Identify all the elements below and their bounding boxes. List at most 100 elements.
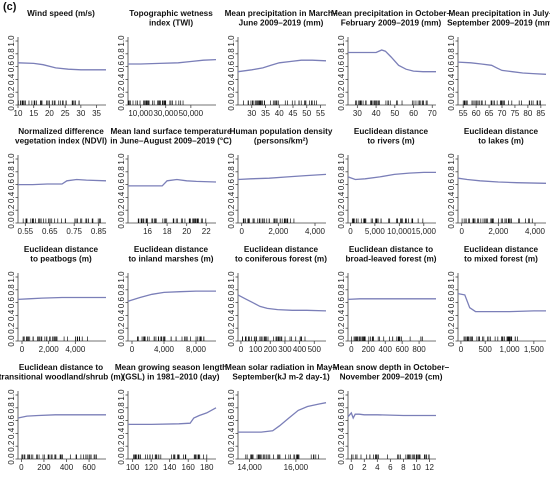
y-tick-label: 0.8 xyxy=(337,166,346,178)
x-tick-label: 50,000 xyxy=(179,109,204,118)
y-tick-label: 0.2 xyxy=(337,440,346,452)
y-tick-label: 1.0 xyxy=(227,389,236,401)
y-tick-label: 0.0 xyxy=(117,217,126,229)
subplot-title: Euclidean distance xyxy=(464,127,539,136)
y-tick-label: 1.0 xyxy=(117,271,126,283)
subplot-title: Mean precipitation in October– xyxy=(331,9,452,18)
subplot-title: Mean snow depth in October– xyxy=(333,363,450,372)
y-tick-label: 1.0 xyxy=(227,153,236,165)
y-tick-label: 0.6 xyxy=(7,178,16,190)
subplot-title: Human population density xyxy=(230,127,333,136)
subplot-3: Mean precipitation in March–June 2009–20… xyxy=(225,9,338,118)
y-tick-label: 0.4 xyxy=(117,427,126,439)
x-tick-label: 30 xyxy=(247,109,256,118)
y-tick-label: 0.6 xyxy=(7,60,16,72)
subplot-title: Euclidean distance xyxy=(244,245,319,254)
x-tick-label: 55 xyxy=(316,109,325,118)
x-tick-label: 20 xyxy=(45,109,54,118)
y-tick-label: 0.8 xyxy=(7,402,16,414)
response-curve xyxy=(348,49,436,73)
y-tick-label: 0.0 xyxy=(7,453,16,465)
x-tick-label: 8 xyxy=(401,463,406,472)
y-tick-label: 0.6 xyxy=(117,60,126,72)
subplot-title: Mean precipitation in July– xyxy=(448,9,550,18)
subplot-title: Wind speed (m/s) xyxy=(27,9,95,18)
y-tick-label: 0.0 xyxy=(227,99,236,111)
x-tick-label: 0 xyxy=(239,345,244,354)
y-tick-label: 0.8 xyxy=(447,48,456,60)
y-tick-label: 0.6 xyxy=(227,60,236,72)
response-curve xyxy=(128,58,217,65)
y-tick-label: 0.6 xyxy=(447,178,456,190)
x-tick-label: 0.85 xyxy=(91,227,107,236)
x-tick-label: 80 xyxy=(523,109,532,118)
subplot-title: to lakes (m) xyxy=(478,137,524,146)
subplot-title: November 2009–2019 (cm) xyxy=(340,373,443,382)
x-tick-label: 55 xyxy=(459,109,468,118)
y-tick-label: 1.0 xyxy=(447,271,456,283)
subplot-1: Wind speed (m/s) 0.00.20.40.60.81.0 10 15 20… xyxy=(7,9,106,118)
x-tick-label: 400 xyxy=(379,345,393,354)
x-tick-label: 45 xyxy=(289,109,298,118)
x-tick-label: 2 xyxy=(362,463,367,472)
response-curve xyxy=(457,177,547,184)
y-tick-label: 0.0 xyxy=(337,335,346,347)
subplot-title: June 2009–2019 (mm) xyxy=(239,19,324,28)
y-tick-label: 0.4 xyxy=(337,427,346,439)
y-tick-label: 1.0 xyxy=(7,271,16,283)
y-tick-label: 0.0 xyxy=(447,335,456,347)
x-tick-label: 10 xyxy=(14,109,23,118)
subplot-title: to mixed forest (m) xyxy=(464,255,538,264)
subplot-title: Mean solar radiation in May– xyxy=(225,363,337,372)
y-tick-label: 0.2 xyxy=(7,86,16,98)
response-curve xyxy=(128,178,217,187)
y-tick-label: 0.2 xyxy=(227,322,236,334)
y-tick-label: 1.0 xyxy=(117,35,126,47)
y-tick-label: 0.2 xyxy=(227,204,236,216)
subplot-title: broad-leaved forest (m) xyxy=(346,255,437,264)
subplot-18: Mean solar radiation in May–September(kJ… xyxy=(225,363,337,472)
y-tick-label: 0.2 xyxy=(227,440,236,452)
x-tick-label: 300 xyxy=(278,345,292,354)
subplot-title: (persons/km²) xyxy=(254,137,308,146)
x-tick-label: 85 xyxy=(536,109,545,118)
y-tick-label: 0.2 xyxy=(7,204,16,216)
x-tick-label: 10,000 xyxy=(387,227,412,236)
y-tick-label: 0.4 xyxy=(447,191,456,203)
y-tick-label: 0.6 xyxy=(117,414,126,426)
y-tick-label: 0.2 xyxy=(447,322,456,334)
y-tick-label: 0.6 xyxy=(337,60,346,72)
subplot-title: Euclidean distance to xyxy=(349,245,433,254)
y-tick-label: 0.4 xyxy=(7,309,16,321)
y-tick-label: 1.0 xyxy=(337,35,346,47)
x-tick-label: 30 xyxy=(353,109,362,118)
x-tick-label: 70 xyxy=(498,109,507,118)
y-tick-label: 0.0 xyxy=(227,217,236,229)
y-tick-label: 0.0 xyxy=(227,453,236,465)
x-tick-label: 4,000 xyxy=(525,227,546,236)
y-tick-label: 0.8 xyxy=(117,166,126,178)
subplot-title: Topographic wetness xyxy=(129,9,213,18)
x-tick-label: 0 xyxy=(20,345,25,354)
x-tick-label: 8,000 xyxy=(186,345,207,354)
y-tick-label: 0.2 xyxy=(117,86,126,98)
x-tick-label: 0 xyxy=(130,345,135,354)
y-tick-label: 0.0 xyxy=(117,99,126,111)
y-tick-label: 0.8 xyxy=(337,284,346,296)
x-tick-label: 180 xyxy=(200,463,214,472)
x-tick-label: 70 xyxy=(428,109,437,118)
y-tick-label: 1.0 xyxy=(7,153,16,165)
x-tick-label: 4 xyxy=(375,463,380,472)
x-tick-label: 200 xyxy=(37,463,51,472)
y-tick-label: 0.4 xyxy=(7,73,16,85)
panel-label: (c) xyxy=(3,1,17,13)
x-tick-label: 600 xyxy=(395,345,409,354)
subplot-title: to inland marshes (m) xyxy=(128,255,213,264)
subplot-title: to peatbogs (m) xyxy=(30,255,92,264)
response-curve xyxy=(17,296,106,301)
x-tick-label: 18 xyxy=(163,227,172,236)
x-tick-label: 0.55 xyxy=(18,227,34,236)
